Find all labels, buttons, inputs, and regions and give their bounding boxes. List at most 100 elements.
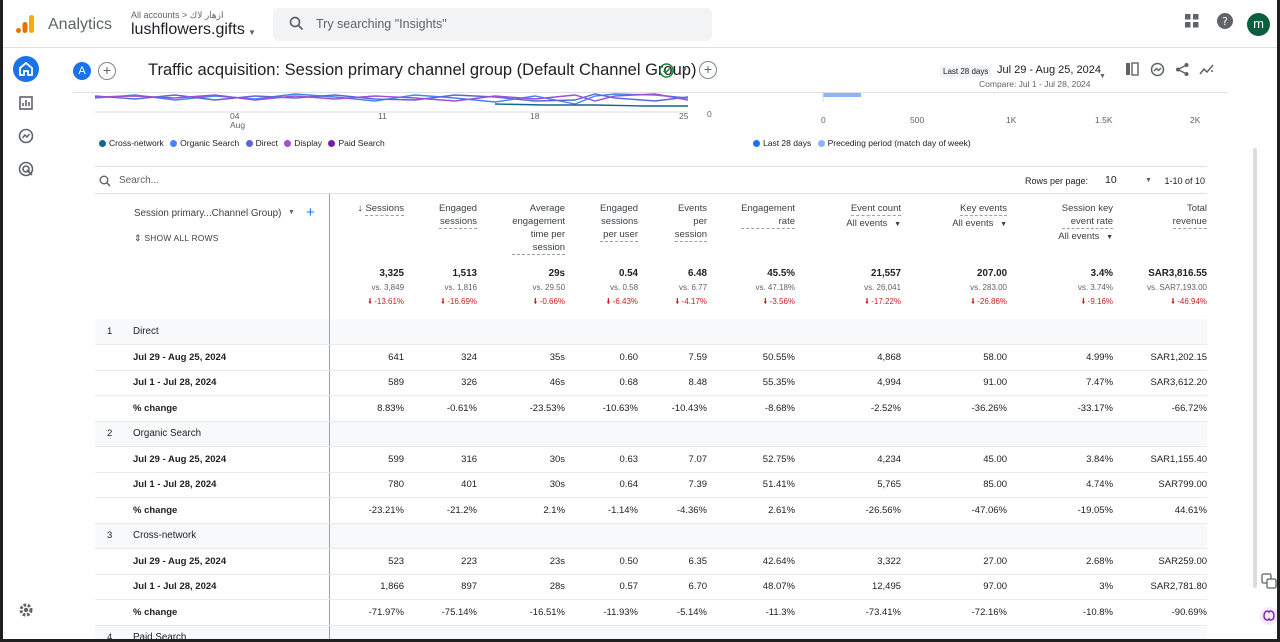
channel-name: Cross-network bbox=[133, 523, 330, 549]
col-engaged-sessions-per-user[interactable]: Engaged sessions per user 0.54 vs. 0.58 🠛 -6.… bbox=[565, 194, 639, 319]
arrow-down-icon: 🠛 bbox=[675, 297, 680, 306]
comparison-chip[interactable]: A bbox=[73, 62, 91, 80]
expand-icon: ⇕ bbox=[134, 233, 142, 243]
property-selector[interactable]: lushflowers.gifts bbox=[131, 21, 245, 38]
table-row[interactable]: % change -71.97% -75.14% -16.51% -11.93% -5.1… bbox=[95, 599, 1208, 626]
col-engaged-sessions[interactable]: Engaged sessions 1,513 vs. 1,816 🠛 -16.69% bbox=[404, 194, 478, 319]
table-row[interactable]: Jul 29 - Aug 25, 2024 523 223 23s 0.50 6.35 42… bbox=[95, 548, 1208, 575]
date-preset-label[interactable]: Last 28 days bbox=[940, 66, 992, 77]
chevron-down-icon[interactable]: ▼ bbox=[681, 67, 688, 74]
column-label: Event count bbox=[850, 203, 902, 216]
column-label: Engaged sessions bbox=[438, 203, 478, 229]
table-cell: 2.68% bbox=[1007, 548, 1114, 575]
share-icon[interactable] bbox=[1175, 62, 1190, 77]
table-group-row[interactable]: 3 Cross-network bbox=[95, 523, 1208, 549]
legend-item[interactable]: Cross-network bbox=[95, 138, 164, 148]
col-engagement-rate[interactable]: Engagement rate 45.5% vs. 47.18% 🠛 -3.56% bbox=[707, 194, 796, 319]
col-key-events[interactable]: Key events All events ▼ 207.00 vs. 283.00 🠛 … bbox=[901, 194, 1008, 319]
scrollbar[interactable] bbox=[1253, 148, 1257, 588]
insights-icon[interactable] bbox=[1150, 62, 1165, 77]
table-row[interactable]: % change 8.83% -0.61% -23.53% -10.63% -10.43%… bbox=[95, 395, 1208, 422]
rows-per-page-select[interactable]: 10 bbox=[1105, 174, 1117, 186]
add-dimension-icon[interactable]: + bbox=[306, 204, 315, 221]
add-comparison-button[interactable]: + bbox=[98, 62, 116, 80]
table-row[interactable]: Jul 1 - Jul 28, 2024 780 401 30s 0.64 7.39 51.… bbox=[95, 472, 1208, 498]
table-search-input[interactable]: Search... bbox=[119, 175, 160, 186]
explore-icon bbox=[18, 128, 34, 144]
chevron-down-icon[interactable]: ▼ bbox=[1099, 73, 1106, 80]
show-all-rows-button[interactable]: ⇕ SHOW ALL ROWS bbox=[134, 233, 219, 243]
avatar[interactable]: m bbox=[1247, 13, 1270, 36]
home-icon bbox=[19, 61, 33, 76]
table-row[interactable]: Jul 29 - Aug 25, 2024 599 316 30s 0.63 7.07 52… bbox=[95, 446, 1208, 473]
table-cell: -36.26% bbox=[901, 395, 1008, 422]
admin-nav-button[interactable] bbox=[13, 597, 39, 623]
row-index: 3 bbox=[95, 523, 133, 549]
table-cell bbox=[404, 625, 478, 639]
table-cell bbox=[1007, 625, 1114, 639]
app-name: Analytics bbox=[48, 16, 113, 33]
column-label: Key events bbox=[960, 203, 1008, 216]
col-session-key-event-rate[interactable]: Session key event rate All events ▼ 3.4% vs.… bbox=[1007, 194, 1114, 319]
table-group-row[interactable]: 4 Paid Search bbox=[95, 625, 1208, 639]
table-cell: 30s bbox=[477, 472, 566, 498]
chevron-down-icon[interactable]: ▼ bbox=[248, 28, 256, 37]
column-label: Sessions bbox=[365, 203, 405, 216]
col-total-revenue[interactable]: Total revenue SAR3,816.55 vs. SAR7,193.00 🠛 … bbox=[1113, 194, 1208, 319]
advertising-nav-button[interactable] bbox=[13, 156, 39, 182]
column-total-change: 🠛 -26.86% bbox=[970, 297, 1008, 306]
column-total-change: 🠛 -13.61% bbox=[367, 297, 405, 306]
table-group-row[interactable]: 2 Organic Search bbox=[95, 421, 1208, 447]
table-cell: 4,994 bbox=[795, 370, 902, 396]
column-label: Engagement rate bbox=[741, 203, 796, 229]
chevron-down-icon: ▼ bbox=[1106, 234, 1114, 241]
legend-item[interactable]: Direct bbox=[242, 138, 278, 148]
column-total-compare: vs. 1,816 bbox=[444, 283, 478, 292]
translate-icon[interactable] bbox=[1261, 573, 1277, 589]
columns-icon[interactable] bbox=[1125, 62, 1139, 76]
dimension-selector[interactable]: Session primary...Channel Group) bbox=[134, 208, 282, 219]
account-breadcrumb[interactable]: All accounts > ازهار لاك bbox=[131, 10, 224, 20]
check-circle-icon[interactable] bbox=[659, 63, 674, 78]
chevron-down-icon[interactable]: ▼ bbox=[288, 209, 295, 216]
trend-sparkle-icon[interactable] bbox=[1199, 62, 1215, 77]
col-events-per-session[interactable]: Events per session 6.48 vs. 6.77 🠛 -4.17% bbox=[638, 194, 708, 319]
home-nav-button[interactable] bbox=[13, 56, 39, 82]
chevron-down-icon[interactable]: ▼ bbox=[1145, 177, 1152, 184]
column-total-change: 🠛 -46.94% bbox=[1170, 297, 1208, 306]
table-cell: 55.35% bbox=[707, 370, 796, 396]
reports-nav-button[interactable] bbox=[13, 90, 39, 116]
add-card-button[interactable]: + bbox=[699, 61, 717, 79]
table-row[interactable]: % change -23.21% -21.2% 2.1% -1.14% -4.36% 2.6… bbox=[95, 497, 1208, 524]
legend-item[interactable]: Organic Search bbox=[166, 138, 239, 148]
table-cell: 0.68 bbox=[565, 370, 639, 396]
legend-item[interactable]: Preceding period (match day of week) bbox=[814, 138, 971, 148]
col-sessions[interactable]: ↓ Sessions 3,325 vs. 3,849 🠛 -13.61% bbox=[329, 194, 405, 319]
legend-item[interactable]: Display bbox=[280, 138, 322, 148]
apps-grid-icon[interactable] bbox=[1185, 14, 1199, 28]
search-bar[interactable]: Try searching "Insights" bbox=[273, 8, 712, 41]
legend-item[interactable]: Paid Search bbox=[324, 138, 385, 148]
col-event-count[interactable]: Event count All events ▼ 21,557 vs. 26,041 🠛… bbox=[795, 194, 902, 319]
row-index bbox=[95, 370, 133, 396]
assistant-icon[interactable] bbox=[1259, 606, 1279, 626]
table-row[interactable]: Jul 1 - Jul 28, 2024 589 326 46s 0.68 8.48 55.… bbox=[95, 370, 1208, 396]
explore-nav-button[interactable] bbox=[13, 123, 39, 149]
col-avg-engagement-time[interactable]: Average engagement time per session 29s vs. 2… bbox=[477, 194, 566, 319]
table-row[interactable]: Jul 29 - Aug 25, 2024 641 324 35s 0.60 7.59 50… bbox=[95, 344, 1208, 371]
chart-x-tick: 18 bbox=[530, 111, 540, 121]
table-cell bbox=[707, 319, 796, 345]
table-cell bbox=[1007, 319, 1114, 345]
row-label: Jul 29 - Aug 25, 2024 bbox=[133, 548, 330, 575]
table-cell: -66.72% bbox=[1113, 395, 1208, 422]
table-cell bbox=[638, 421, 708, 447]
table-group-row[interactable]: 1 Direct bbox=[95, 319, 1208, 345]
bar-x-tick: 0 bbox=[821, 115, 826, 125]
table-cell: 3.84% bbox=[1007, 446, 1114, 473]
table-row[interactable]: Jul 1 - Jul 28, 2024 1,866 897 28s 0.57 6.70 4… bbox=[95, 574, 1208, 600]
legend-item[interactable]: Last 28 days bbox=[749, 138, 811, 148]
column-label: Total revenue bbox=[1172, 203, 1208, 229]
help-icon[interactable]: ? bbox=[1217, 13, 1233, 29]
date-range-selector[interactable]: Jul 29 - Aug 25, 2024 bbox=[997, 64, 1101, 76]
